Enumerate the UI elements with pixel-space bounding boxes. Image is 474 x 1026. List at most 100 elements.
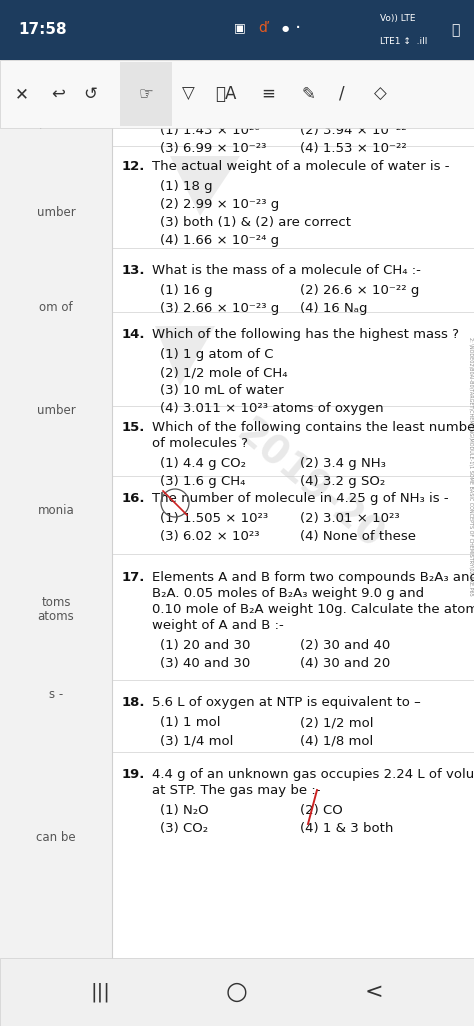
Text: ●: ● (282, 24, 289, 33)
Text: 17:58: 17:58 (18, 23, 67, 38)
Text: (3) 6.99 × 10⁻²³: (3) 6.99 × 10⁻²³ (160, 142, 266, 155)
Text: umber: umber (36, 206, 75, 219)
Text: (4) 3.2 g SO₂: (4) 3.2 g SO₂ (300, 475, 385, 488)
Text: 2: \NODE02\B0AI-B0\TARGET\CHEM\ENG\MODULE-1\1 SOME BASIC CONCEPTS OF CHEMISTRY\0: 2: \NODE02\B0AI-B0\TARGET\CHEM\ENG\MODUL… (468, 337, 474, 595)
Text: (4) 30 and 20: (4) 30 and 20 (300, 657, 390, 670)
Text: (1) N₂O: (1) N₂O (160, 804, 209, 817)
Text: 4.4 g of an unknown gas occupies 2.24 L of volume: 4.4 g of an unknown gas occupies 2.24 L … (152, 768, 474, 781)
Text: 13.: 13. (122, 264, 146, 277)
Bar (120, 62, 172, 126)
Text: s -: s - (49, 688, 63, 701)
Text: ▽: ▽ (182, 85, 194, 103)
Text: (3) 40 and 30: (3) 40 and 30 (160, 657, 250, 670)
Text: ☞: ☞ (138, 85, 154, 103)
Text: (2) 1/2 mol: (2) 1/2 mol (300, 716, 374, 729)
Text: (2) CO: (2) CO (300, 804, 343, 817)
Text: (4) 3.011 × 10²³ atoms of oxygen: (4) 3.011 × 10²³ atoms of oxygen (160, 402, 383, 415)
Text: ◇: ◇ (374, 85, 386, 103)
Text: The weight of one atom of Uranium is 238 amu.: The weight of one atom of Uranium is 238… (152, 88, 472, 101)
Text: ·: · (295, 18, 301, 38)
Text: at STP. The gas may be :-: at STP. The gas may be :- (152, 784, 320, 797)
Text: ≡: ≡ (261, 85, 275, 103)
Text: Which of the following contains the least number: Which of the following contains the leas… (152, 421, 474, 434)
Text: toms: toms (41, 596, 71, 609)
Text: Which of the following has the highest mass ?: Which of the following has the highest m… (152, 328, 459, 341)
Text: The number of molecule in 4.25 g of NH₃ is -: The number of molecule in 4.25 g of NH₃ … (152, 492, 448, 505)
Bar (0, 128, 112, 958)
Text: /: / (339, 85, 345, 103)
Text: What is the mass of a molecule of CH₄ :-: What is the mass of a molecule of CH₄ :- (152, 264, 421, 277)
Text: (4) 1.53 × 10⁻²²: (4) 1.53 × 10⁻²² (300, 142, 407, 155)
Text: (1) 16 g: (1) 16 g (160, 284, 213, 297)
Text: (2) 3.4 g NH₃: (2) 3.4 g NH₃ (300, 457, 386, 470)
Text: ↺: ↺ (83, 85, 97, 103)
Text: 18.: 18. (122, 696, 146, 709)
Bar (0, 0, 474, 60)
Text: 5.6 L of oxygen at NTP is equivalent to –: 5.6 L of oxygen at NTP is equivalent to … (152, 696, 421, 709)
Text: of molecules ?: of molecules ? (152, 437, 248, 450)
Text: (2) 2.99 × 10⁻²³ g: (2) 2.99 × 10⁻²³ g (160, 198, 279, 211)
Text: (4) 16 Nₐg: (4) 16 Nₐg (300, 302, 367, 315)
Text: (2) 30 and 40: (2) 30 and 40 (300, 639, 390, 652)
Text: (3) 1/4 mol: (3) 1/4 mol (160, 734, 233, 747)
Text: (4) 1 & 3 both: (4) 1 & 3 both (300, 822, 393, 835)
Text: The actual weight of a molecule of water is -: The actual weight of a molecule of water… (152, 160, 449, 173)
Text: ✕: ✕ (15, 85, 29, 103)
Text: ↩: ↩ (51, 85, 65, 103)
Text: (3) CO₂: (3) CO₂ (160, 822, 208, 835)
Text: (2) 26.6 × 10⁻²² g: (2) 26.6 × 10⁻²² g (300, 284, 419, 297)
Text: (3) 10 mL of water: (3) 10 mL of water (160, 384, 283, 397)
Text: ď: ď (258, 21, 267, 35)
Text: ꭲA: ꭲA (215, 85, 237, 103)
Text: 🔒: 🔒 (451, 23, 459, 37)
Text: (1) 1.43 × 10²⁶: (1) 1.43 × 10²⁶ (160, 124, 260, 137)
Text: |||: ||| (90, 982, 110, 1001)
Bar (112, 128, 474, 958)
Text: 14.: 14. (122, 328, 146, 341)
Text: (1) 18 g: (1) 18 g (160, 180, 213, 193)
Text: (3) 6.02 × 10²³: (3) 6.02 × 10²³ (160, 530, 259, 543)
Text: 15.: 15. (122, 421, 146, 434)
Text: atoms: atoms (37, 610, 74, 623)
Text: 2019-20: 2019-20 (229, 415, 391, 558)
Text: om of: om of (39, 301, 73, 314)
Text: ▣: ▣ (234, 22, 246, 35)
Text: LTE1 ↕  .ill: LTE1 ↕ .ill (380, 38, 428, 46)
Text: weight of A and B :-: weight of A and B :- (152, 619, 284, 632)
Text: monia: monia (37, 504, 74, 517)
Text: (3) 2.66 × 10⁻²³ g: (3) 2.66 × 10⁻²³ g (160, 302, 279, 315)
Text: Vo)) LTE: Vo)) LTE (380, 13, 416, 23)
Polygon shape (170, 156, 240, 216)
Polygon shape (155, 326, 215, 386)
Bar (0, 60, 474, 128)
Text: (2) 3.01 × 10²³: (2) 3.01 × 10²³ (300, 512, 400, 525)
Text: 19.: 19. (122, 768, 146, 781)
Text: (3) 1.6 g CH₄: (3) 1.6 g CH₄ (160, 475, 246, 488)
Text: prox:-: prox:- (39, 116, 73, 129)
Text: (1) 1 g atom of C: (1) 1 g atom of C (160, 348, 273, 361)
Text: 12.: 12. (122, 160, 146, 173)
Text: (2) 1/2 mole of CH₄: (2) 1/2 mole of CH₄ (160, 366, 288, 379)
Text: (2) 3.94 × 10⁻²²: (2) 3.94 × 10⁻²² (300, 124, 407, 137)
Text: B₂A. 0.05 moles of B₂A₃ weight 9.0 g and: B₂A. 0.05 moles of B₂A₃ weight 9.0 g and (152, 587, 424, 600)
Text: (1) 20 and 30: (1) 20 and 30 (160, 639, 250, 652)
Text: ✎: ✎ (301, 85, 315, 103)
Text: (3) both (1) & (2) are correct: (3) both (1) & (2) are correct (160, 216, 351, 229)
Text: ○: ○ (226, 980, 248, 1004)
Text: (1) 4.4 g CO₂: (1) 4.4 g CO₂ (160, 457, 246, 470)
Text: (1) 1 mol: (1) 1 mol (160, 716, 220, 729)
Text: 0.10 mole of B₂A weight 10g. Calculate the atomic: 0.10 mole of B₂A weight 10g. Calculate t… (152, 603, 474, 616)
Text: (1) 1.505 × 10²³: (1) 1.505 × 10²³ (160, 512, 268, 525)
Text: can be: can be (36, 831, 76, 844)
Text: <: < (365, 982, 383, 1002)
Text: Its actual weight is .... g.: Its actual weight is .... g. (152, 104, 315, 117)
Text: Elements A and B form two compounds B₂A₃ and: Elements A and B form two compounds B₂A₃… (152, 571, 474, 584)
Text: (4) None of these: (4) None of these (300, 530, 416, 543)
Text: (4) 1.66 × 10⁻²⁴ g: (4) 1.66 × 10⁻²⁴ g (160, 234, 279, 247)
Text: (4) 1/8 mol: (4) 1/8 mol (300, 734, 373, 747)
Text: 11.: 11. (122, 88, 146, 101)
Text: 16.: 16. (122, 492, 146, 505)
Bar (0, 958, 474, 1026)
Text: umber: umber (36, 404, 75, 417)
Text: 17.: 17. (122, 571, 146, 584)
